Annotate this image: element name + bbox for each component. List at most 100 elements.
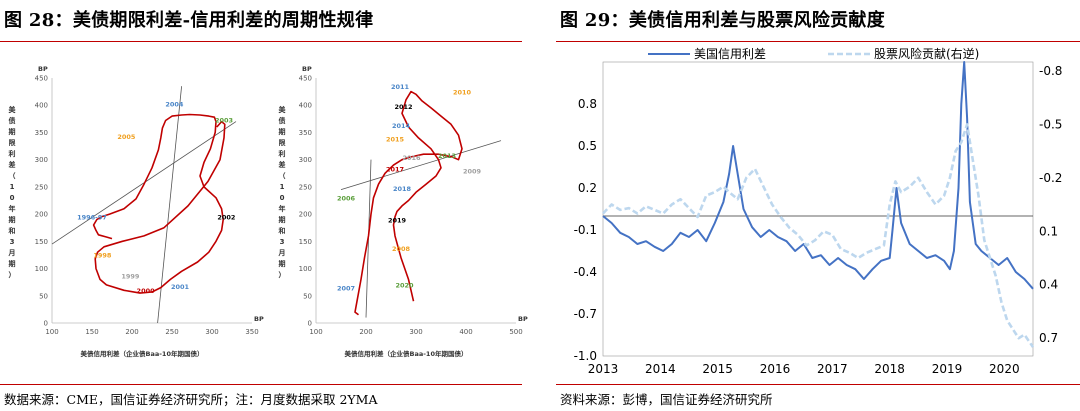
y-axis-title-char: 美 <box>279 105 287 114</box>
year-label: 2014 <box>392 122 411 130</box>
y-axis-title-char: ） <box>279 271 286 279</box>
x-axis-title: 美债信用利差（企业债Baa-10年期国债） <box>81 349 204 358</box>
x-tick-label: 100 <box>45 328 58 336</box>
x-tick-label: 2016 <box>760 362 791 376</box>
y-axis-title-char: 限 <box>279 138 287 147</box>
year-label: 1996-97 <box>77 214 107 222</box>
y-tick-label: 0 <box>308 320 312 328</box>
y-axis-title-char: 利 <box>9 149 16 158</box>
source-rule <box>556 384 1080 385</box>
year-label: 2004 <box>165 100 184 108</box>
figure-29-title: 图 29：美债信用利差与股票风险贡献度 <box>560 10 886 31</box>
y-tick-label: 450 <box>299 75 312 83</box>
y-axis-title-char: 差 <box>279 160 286 169</box>
x-tick-label: 150 <box>85 328 98 336</box>
y-tick-label: 300 <box>299 156 312 164</box>
y-axis-title-char: 债 <box>9 116 16 125</box>
left-figure-panel: 图 28：美债期限利差-信用利差的周期性规律 0 50 100 150 200 250 30… <box>0 0 528 411</box>
y-axis-title-char: 期 <box>9 259 16 268</box>
y-axis-title-char: 1 <box>280 183 285 191</box>
x-tick-label: 2015 <box>702 362 733 376</box>
y-axis-title-char: 差 <box>9 160 16 169</box>
year-label: 2007 <box>337 284 355 292</box>
cycle-path <box>92 113 226 294</box>
y-tick-label: 50 <box>39 292 48 300</box>
cycle-path <box>354 90 463 316</box>
legend-label: 美国信用利差 <box>694 47 766 61</box>
plot-frame <box>602 61 1034 357</box>
x-tick-label: 2018 <box>874 362 905 376</box>
year-label: 2006 <box>337 195 356 203</box>
x-tick-label: 100 <box>309 328 322 336</box>
y-tick-label: 400 <box>299 102 312 110</box>
title-rule <box>0 41 522 42</box>
right-y-tick-label: 0.1 <box>1039 224 1058 238</box>
y-axis-title-char: 月 <box>8 249 16 257</box>
title-rule <box>556 41 1080 42</box>
left-y-tick-label: 0.8 <box>578 97 597 111</box>
x-tick-label: 2017 <box>817 362 848 376</box>
x-tick-label: 500 <box>509 328 522 336</box>
x-tick-label: 250 <box>165 328 178 336</box>
right-y-tick-label: -0.2 <box>1039 171 1062 185</box>
year-label: 1999 <box>121 272 140 280</box>
y-tick-label: 300 <box>35 156 48 164</box>
y-axis-title-char: 债 <box>279 116 286 125</box>
y-tick-label: 0 <box>44 320 48 328</box>
y-tick-label: 350 <box>299 129 312 137</box>
x-tick-label: 300 <box>205 328 218 336</box>
left-y-tick-label: 0.5 <box>578 139 597 153</box>
left-y-tick-label: 0.2 <box>578 181 597 195</box>
y-axis-title-char: 3 <box>10 238 15 246</box>
source-rule <box>0 384 522 385</box>
right-y-tick-label: 0.7 <box>1039 331 1058 345</box>
year-label: 2010 <box>453 88 472 96</box>
y-tick-label: 50 <box>303 292 312 300</box>
y-axis-title-char: 期 <box>9 215 16 224</box>
y-axis-title-char: 期 <box>279 215 286 224</box>
y-unit-label: BP <box>38 65 48 73</box>
right-figure-panel: 图 29：美债信用利差与股票风险贡献度 -1.0 -0.7 -0.4 -0.1 0.2 0… <box>556 0 1080 411</box>
y-tick-label: 250 <box>35 183 48 191</box>
y-tick-label: 100 <box>299 265 312 273</box>
y-axis-title-char: 1 <box>10 183 15 191</box>
y-axis-title-char: 0 <box>280 194 285 202</box>
y-axis-title-char: 0 <box>10 194 15 202</box>
y-axis-title-char: 3 <box>280 238 285 246</box>
y-axis-title-char: 期 <box>279 127 286 136</box>
y-tick-label: 150 <box>299 238 312 246</box>
y-axis-title-char: （ <box>9 172 16 180</box>
legend-label: 股票风险贡献(右逆) <box>874 46 979 61</box>
left-y-tick-label: -0.1 <box>574 223 597 237</box>
x-unit-label: BP <box>518 315 528 323</box>
x-unit-label: BP <box>254 315 264 323</box>
y-tick-label: 250 <box>299 183 312 191</box>
y-tick-label: 150 <box>35 238 48 246</box>
year-label: 2009 <box>463 167 482 175</box>
x-tick-label: 350 <box>245 328 258 336</box>
y-tick-label: 200 <box>35 211 48 219</box>
year-label: 2019 <box>388 216 407 224</box>
y-tick-label: 450 <box>35 75 48 83</box>
y-axis-title-char: 利 <box>279 149 286 158</box>
y-tick-label: 400 <box>35 102 48 110</box>
year-label: 2013 <box>438 152 456 160</box>
left-y-tick-label: -0.4 <box>574 265 597 279</box>
year-label: 2015 <box>386 136 405 144</box>
left-y-tick-label: -0.7 <box>574 307 597 321</box>
figure-28-source: 数据来源：CME，国信证券经济研究所；注：月度数据采取 2YMA <box>4 392 378 407</box>
credit-spread-line <box>602 61 1034 290</box>
year-label: 2018 <box>393 185 412 193</box>
year-label: 2008 <box>392 245 411 253</box>
x-tick-label: 2013 <box>588 362 619 376</box>
y-axis-title-char: （ <box>279 172 286 180</box>
y-axis-title-char: ） <box>9 271 16 279</box>
year-label: 2002 <box>217 214 235 222</box>
year-label: 2020 <box>395 282 414 290</box>
equity-risk-line <box>602 123 1035 348</box>
x-tick-label: 2020 <box>989 362 1020 376</box>
y-unit-label: BP <box>302 65 312 73</box>
year-label: 2000 <box>137 287 156 295</box>
y-axis-title-char: 年 <box>9 204 16 213</box>
